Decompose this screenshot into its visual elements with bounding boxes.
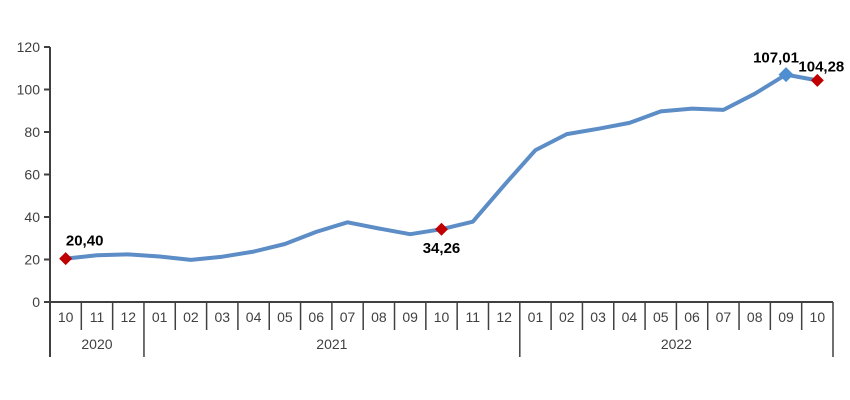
x-month-label: 10 [810, 309, 826, 325]
x-month-label: 07 [716, 309, 732, 325]
x-month-label: 09 [778, 309, 794, 325]
x-month-label: 02 [183, 309, 199, 325]
x-month-label: 10 [58, 309, 74, 325]
x-month-label: 03 [590, 309, 606, 325]
data-point-value-label: 107,01 [753, 50, 799, 67]
red-diamond-marker [59, 252, 73, 266]
blue-diamond-marker [778, 67, 794, 83]
x-month-label: 04 [246, 309, 262, 325]
red-diamond-marker [810, 73, 824, 87]
x-year-label: 2022 [661, 336, 692, 352]
data-point-value-label: 20,40 [66, 233, 104, 250]
x-month-label: 05 [277, 309, 293, 325]
y-axis-tick-label: 60 [24, 167, 40, 183]
x-month-label: 07 [340, 309, 356, 325]
data-point-value-label: 104,28 [798, 58, 844, 75]
y-axis-tick-label: 80 [24, 124, 40, 140]
y-axis-tick-label: 120 [17, 39, 41, 55]
red-diamond-marker [435, 222, 448, 236]
y-axis-tick-label: 40 [24, 209, 40, 225]
x-month-label: 11 [90, 309, 105, 325]
x-month-label: 05 [653, 309, 669, 325]
y-axis-tick-label: 100 [17, 82, 41, 98]
x-month-label: 08 [747, 309, 763, 325]
x-month-label: 06 [308, 309, 324, 325]
x-month-label: 01 [152, 309, 168, 325]
x-month-label: 09 [402, 309, 418, 325]
x-year-label: 2021 [316, 336, 347, 352]
x-month-label: 12 [121, 309, 137, 325]
data-point-value-label: 34,26 [423, 240, 461, 257]
x-month-label: 06 [684, 309, 700, 325]
x-month-label: 10 [434, 309, 450, 325]
x-month-label: 03 [214, 309, 230, 325]
y-axis-tick-label: 20 [24, 252, 40, 268]
y-axis-tick-label: 0 [32, 294, 40, 310]
x-month-label: 11 [466, 309, 481, 325]
x-month-label: 02 [559, 309, 575, 325]
x-year-label: 2020 [81, 336, 112, 352]
x-month-label: 08 [371, 309, 387, 325]
x-month-label: 12 [496, 309, 512, 325]
x-month-label: 04 [622, 309, 638, 325]
x-month-label: 01 [528, 309, 544, 325]
